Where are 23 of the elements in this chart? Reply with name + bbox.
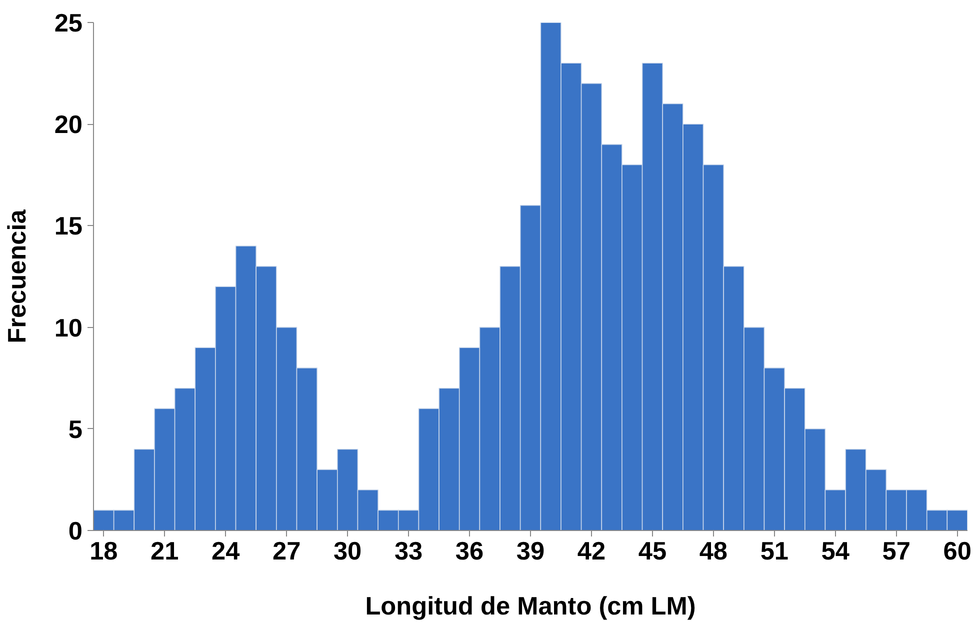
x-axis-title: Longitud de Manto (cm LM) (365, 592, 696, 620)
y-axis-title: Frecuencia (3, 208, 32, 344)
x-tick-label: 24 (212, 538, 240, 566)
y-tick-label: 25 (54, 10, 83, 38)
x-tick-label: 51 (760, 538, 789, 566)
y-tick-label: 10 (54, 314, 83, 342)
x-tick-label: 54 (821, 538, 850, 566)
x-tick-label: 42 (577, 538, 606, 566)
x-tick-label: 30 (333, 538, 362, 566)
x-tick-label: 21 (150, 538, 179, 566)
x-tick-label: 27 (272, 538, 301, 566)
x-tick-label: 33 (394, 538, 423, 566)
y-tick-label: 5 (68, 416, 83, 444)
y-tick-label: 0 (68, 518, 83, 546)
x-tick-label: 36 (455, 538, 484, 566)
x-tick-label: 45 (638, 538, 667, 566)
x-tick-label: 18 (90, 538, 118, 566)
x-tick-label: 39 (516, 538, 545, 566)
y-tick-label: 15 (54, 212, 83, 241)
y-tick-label: 20 (54, 111, 83, 140)
x-tick-label: 57 (882, 538, 910, 566)
x-tick-label: 48 (699, 538, 728, 566)
x-tick-label: 60 (943, 538, 972, 566)
